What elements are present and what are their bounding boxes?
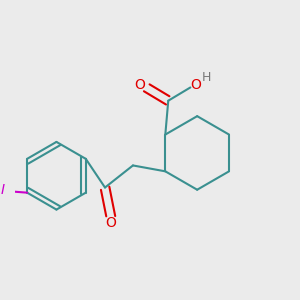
- Text: O: O: [134, 78, 145, 92]
- Text: O: O: [190, 78, 201, 92]
- Text: I: I: [1, 183, 5, 197]
- Text: H: H: [202, 71, 211, 84]
- Text: O: O: [105, 216, 116, 230]
